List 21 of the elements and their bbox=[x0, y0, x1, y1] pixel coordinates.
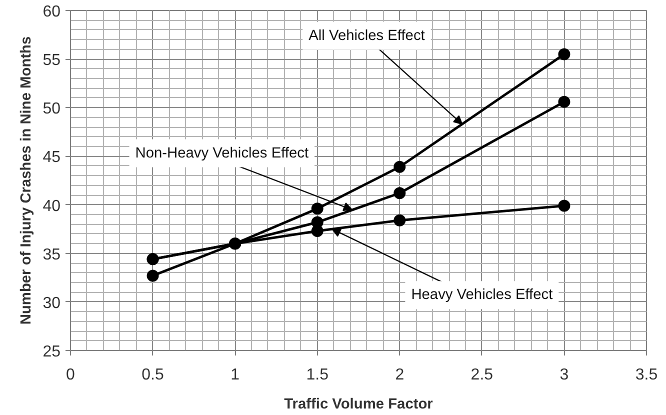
annotation: All Vehicles Effect bbox=[308, 28, 425, 44]
y-tick-label: 35 bbox=[42, 246, 61, 264]
annotation: Non-Heavy Vehicles Effect bbox=[135, 145, 309, 162]
x-tick-label: 3.5 bbox=[635, 366, 658, 384]
y-tick-label: 40 bbox=[42, 198, 61, 215]
x-tick-label: 3 bbox=[560, 366, 569, 384]
y-tick-label: 30 bbox=[42, 294, 61, 312]
y-tick-label: 25 bbox=[42, 344, 61, 360]
x-tick-label: 0 bbox=[66, 366, 76, 384]
x-tick-label: 0.5 bbox=[142, 366, 164, 384]
y-tick-label: 45 bbox=[42, 149, 61, 166]
annotation: Heavy Vehicles Effect bbox=[411, 287, 553, 304]
x-tick-label: 2 bbox=[395, 366, 404, 384]
x-axis-title: Traffic Volume Factor bbox=[284, 396, 434, 412]
y-tick-label: 60 bbox=[42, 4, 61, 20]
x-tick-label: 2.5 bbox=[470, 366, 494, 384]
y-axis-title: Number of Injury Crashes in Nine Months bbox=[18, 36, 35, 325]
x-tick-label: 1 bbox=[230, 366, 240, 384]
y-tick-label: 50 bbox=[42, 100, 61, 118]
y-tick-label: 55 bbox=[42, 52, 61, 70]
x-tick-label: 1.5 bbox=[306, 366, 329, 384]
